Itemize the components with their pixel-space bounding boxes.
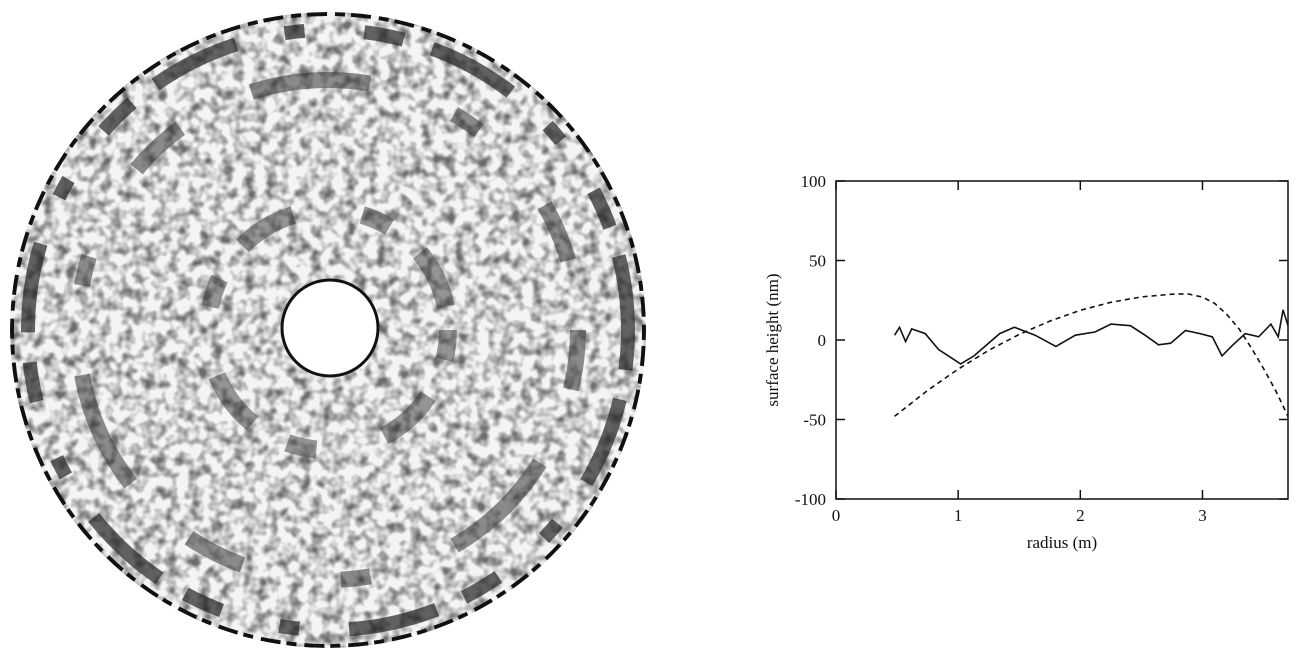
x-tick-label: 0 [832,506,841,525]
y-tick-label: -50 [803,411,826,430]
y-tick-label: 100 [801,172,827,191]
x-tick-label: 2 [1076,506,1085,525]
y-tick-label: 0 [818,331,827,350]
y-axis-label: surface height (nm) [763,273,782,406]
x-axis-label: radius (m) [1027,533,1097,552]
line-series [893,309,1289,365]
central-hole [280,278,380,378]
line-chart: radius (m) surface height (nm) -100 -50 0 5… [763,172,1289,552]
x-tick-label: 1 [954,506,963,525]
plot-frame [835,180,1289,500]
y-tick-label: -100 [795,490,826,509]
y-tick-label: 50 [809,252,826,271]
line-series [894,293,1289,417]
x-tick-label: 3 [1198,506,1207,525]
